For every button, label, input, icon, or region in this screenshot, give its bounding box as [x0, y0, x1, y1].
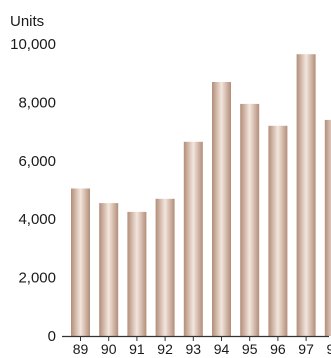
bar-90 [99, 203, 119, 336]
x-tick-label: 97 [298, 341, 314, 357]
x-tick-label: 94 [214, 341, 230, 357]
bar-89 [71, 188, 90, 336]
bars [71, 54, 331, 337]
y-axis-ticks: 0 2,000 4,000 6,000 8,000 10,000 [10, 36, 56, 345]
x-tick-label: 91 [129, 341, 145, 357]
y-tick-label: 6,000 [18, 153, 56, 170]
y-tick-label: 2,000 [18, 270, 56, 287]
y-tick-label: 10,000 [10, 36, 56, 53]
y-tick-label: 4,000 [18, 211, 56, 228]
bar-93 [183, 141, 203, 336]
bar-92 [155, 198, 175, 336]
bar-95 [240, 103, 260, 337]
bar-94 [212, 82, 231, 336]
bar-97 [296, 54, 316, 336]
x-tick-label: 92 [157, 341, 173, 357]
y-tick-label: 8,000 [18, 94, 56, 111]
x-tick-label: 90 [101, 341, 117, 357]
bar-98 [324, 119, 331, 337]
y-tick-label: 0 [48, 328, 56, 345]
bar-91 [127, 211, 147, 336]
x-tick-label: 93 [186, 341, 202, 357]
x-tick-label: 95 [242, 341, 258, 357]
x-axis-ticks: 89 90 91 92 93 94 95 96 97 98 [73, 336, 331, 357]
x-tick-label: 98 [327, 341, 331, 357]
y-axis-label: Units [10, 13, 44, 30]
bar-96 [268, 125, 288, 336]
x-tick-label: 89 [73, 341, 89, 357]
x-tick-label: 96 [270, 341, 286, 357]
